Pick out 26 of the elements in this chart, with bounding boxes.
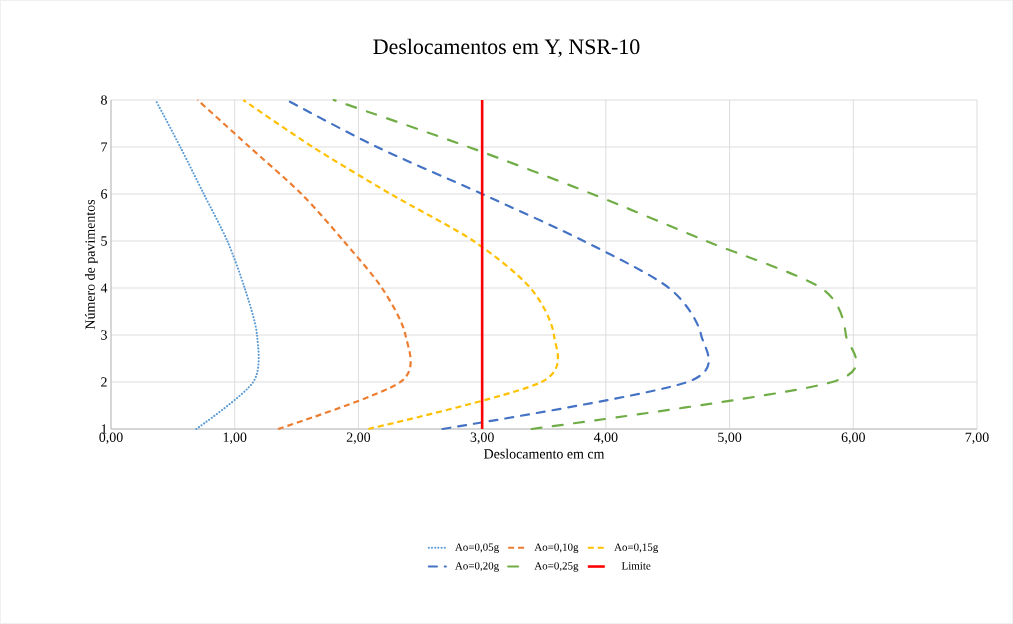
y-tick-label: 7 <box>101 142 108 152</box>
y-tick-label: 6 <box>101 189 108 199</box>
y-tick-label: 4 <box>100 283 108 293</box>
x-tick-label: 7,00 <box>965 432 989 444</box>
y-tick-label: 5 <box>101 236 107 246</box>
line-series <box>154 98 260 431</box>
legend-label: Ao=0,25g <box>534 562 579 572</box>
y-tick-label: 3 <box>101 330 107 340</box>
y-tick-label: 2 <box>101 377 107 387</box>
legend-label: Limite <box>621 562 651 570</box>
legend-label: Ao=0,10g <box>534 543 579 554</box>
x-tick-label: 1,00 <box>223 432 247 444</box>
x-tick-label: 6,00 <box>841 432 865 444</box>
y-tick-label: 1 <box>101 424 107 434</box>
chart-title: Deslocamentos em Y, NSR-10 <box>373 38 640 58</box>
y-tick-label: 8 <box>101 95 107 105</box>
x-tick-label: 0,00 <box>99 432 123 444</box>
y-axis-title: Número de pavimentos <box>84 199 98 330</box>
x-tick-label: 2,00 <box>346 432 371 444</box>
x-tick-label: 3,00 <box>470 432 494 444</box>
legend-label: Ao=0,15g <box>614 543 659 554</box>
legend-label: Ao=0,20g <box>455 562 499 572</box>
x-tick-label: 4,00 <box>593 432 618 444</box>
legend-label: Ao=0,05g <box>455 543 499 554</box>
x-tick-label: 5,00 <box>718 432 742 444</box>
x-axis-title: Deslocamento em cm <box>484 448 605 459</box>
